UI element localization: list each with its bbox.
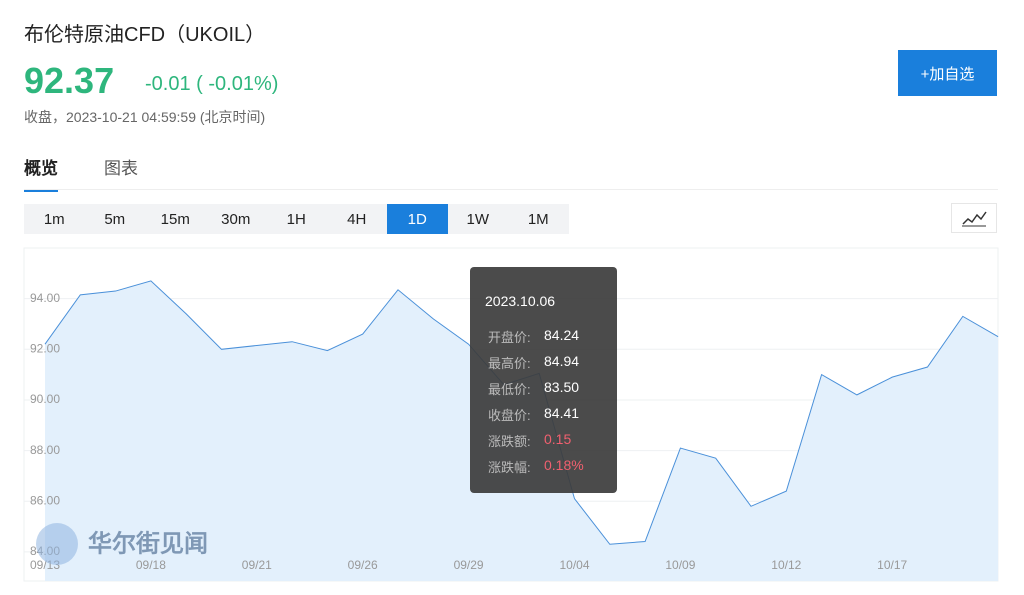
watermark-text: 华尔街见闻	[88, 529, 208, 557]
price-change: -0.01 ( -0.01%)	[145, 73, 279, 95]
tooltip-value: 83.50	[544, 379, 580, 395]
tooltip: 2023.10.06 开盘价: 84.24 最高价: 84.94 最低价: 83.50 收盘…	[470, 267, 617, 493]
tooltip-row: 最高价: 84.94	[488, 353, 579, 372]
status: 收盘，2023-10-21 04:59:59 (北京时间)	[24, 109, 266, 125]
separator	[24, 189, 998, 190]
y-tick-label: 92.00	[30, 341, 60, 355]
watermark-logo	[36, 523, 78, 565]
x-tick-label: 10/17	[877, 558, 907, 572]
interval-button[interactable]: 1H	[286, 210, 306, 228]
y-tick-label: 86.00	[30, 493, 60, 507]
tab[interactable]: 图表	[104, 159, 138, 178]
tooltip-date: 2023.10.06	[485, 293, 556, 309]
x-tick-label: 09/26	[348, 558, 378, 572]
interval-button[interactable]: 1M	[527, 210, 549, 228]
interval-button[interactable]: 1D	[387, 204, 448, 234]
tooltip-value: 0.15	[544, 431, 572, 447]
title: 布伦特原油CFD（UKOIL）	[24, 24, 266, 46]
tooltip-label: 涨跌额:	[488, 434, 531, 449]
tab[interactable]: 概览	[24, 154, 58, 192]
interval-button[interactable]: 30m	[221, 210, 251, 228]
chart-type-button[interactable]	[951, 203, 997, 233]
tooltip-label: 最高价:	[488, 356, 531, 371]
tooltip-row: 涨跌幅: 0.18%	[488, 457, 584, 476]
tooltip-value: 84.94	[544, 353, 580, 369]
tooltip-value: 84.41	[544, 405, 580, 421]
x-tick-label: 10/12	[771, 558, 801, 572]
tooltip-value: 0.18%	[544, 457, 584, 473]
y-tick-label: 88.00	[30, 443, 60, 457]
tooltip-value: 84.24	[544, 327, 580, 343]
tooltip-label: 开盘价:	[488, 330, 531, 345]
y-tick-label: 94.00	[30, 291, 60, 305]
price: 92.37	[24, 60, 115, 101]
interval-button[interactable]: 15m	[160, 210, 190, 228]
tooltip-label: 最低价:	[488, 382, 531, 397]
x-tick-label: 09/21	[242, 558, 272, 572]
watermark	[36, 523, 78, 565]
tooltip-row: 涨跌额: 0.15	[488, 431, 571, 450]
tooltip-row: 开盘价: 84.24	[488, 327, 579, 346]
tooltip-label: 收盘价:	[488, 408, 531, 423]
tooltip-row: 最低价: 83.50	[488, 379, 579, 398]
x-tick-label: 09/18	[136, 558, 166, 572]
interval-bar: 1m 5m 15m 30m 1H 4H 1D 1W 1M	[24, 204, 569, 234]
x-tick-label: 09/29	[454, 558, 484, 572]
add-watchlist-button[interactable]: +加自选	[898, 50, 997, 96]
tooltip-label: 涨跌幅:	[488, 460, 531, 475]
y-tick-label: 90.00	[30, 392, 60, 406]
chart-type-icon	[962, 211, 987, 227]
tabs: 概览 图表	[24, 154, 138, 192]
tooltip-row: 收盘价: 84.41	[488, 405, 579, 424]
interval-button[interactable]: 1m	[43, 210, 65, 228]
interval-button[interactable]: 1W	[466, 210, 490, 228]
x-tick-label: 10/09	[665, 558, 695, 572]
interval-button[interactable]: 5m	[104, 210, 126, 228]
interval-button[interactable]: 4H	[347, 210, 367, 228]
x-tick-label: 10/04	[559, 558, 589, 572]
